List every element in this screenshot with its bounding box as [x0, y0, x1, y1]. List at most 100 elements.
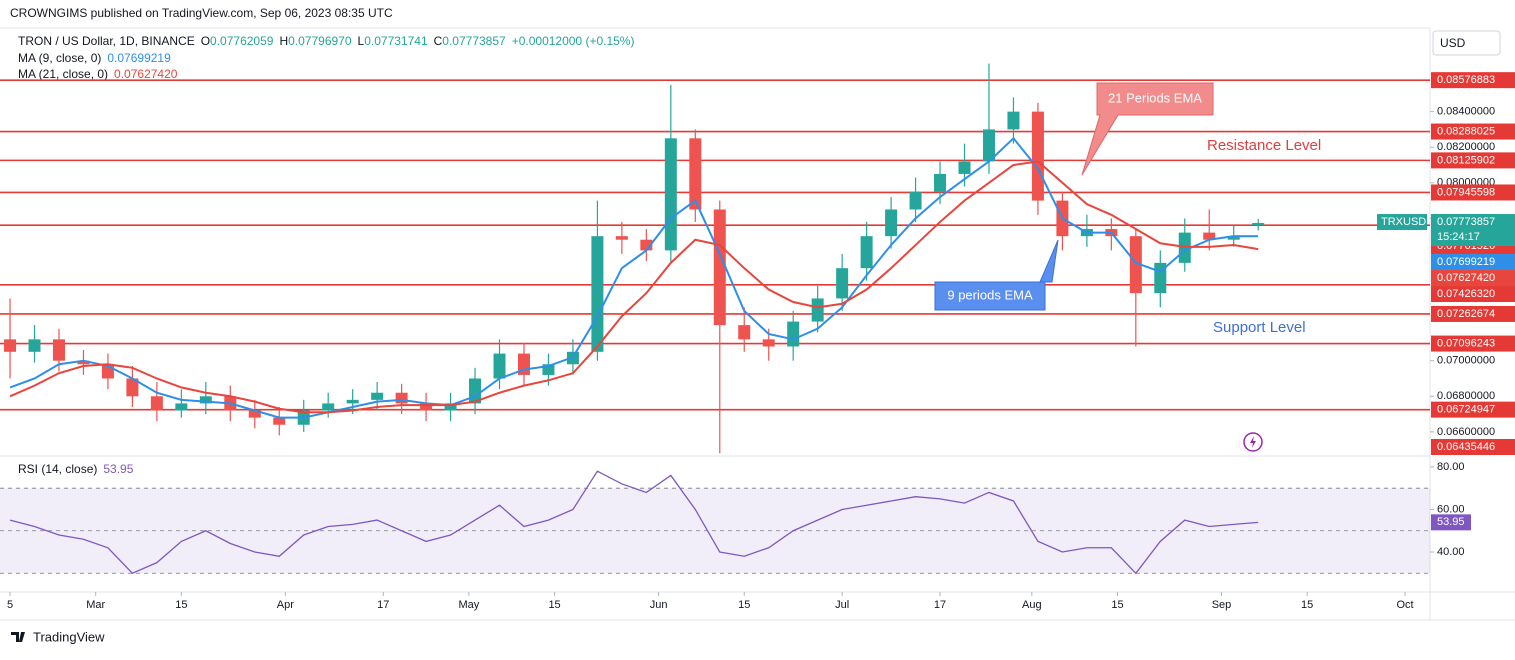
candle-body [934, 173, 947, 192]
candle-body [4, 339, 17, 352]
lightning-bolt[interactable] [1250, 436, 1256, 448]
candle-body [885, 209, 898, 237]
level-badge-box [1431, 152, 1515, 169]
ohlc-value: 0.07762059 [210, 34, 274, 48]
ohlc-value: 0.07773857 [442, 34, 506, 48]
lightning-circle[interactable] [1243, 432, 1263, 452]
ma-legend: MA (9, close, 0) 0.07699219 [18, 51, 171, 65]
level-badge: 0.07945598 [1437, 186, 1495, 198]
candle-body [542, 364, 555, 375]
rsi-legend: RSI (14, close) 53.95 [18, 462, 134, 476]
resistance-label: Resistance Level [1207, 137, 1321, 154]
candle-body [126, 378, 139, 397]
ma-badge-box [1431, 270, 1515, 287]
rsi-y-tick-label: 40.00 [1437, 546, 1465, 558]
rsi-value: 53.95 [103, 462, 133, 476]
ma-value: 0.07699219 [107, 51, 171, 65]
ohlc-key: L [358, 34, 365, 48]
support-label: Support Level [1213, 319, 1306, 336]
price-badge-value: 0.07773857 [1437, 216, 1495, 228]
level-badge-box [1431, 335, 1515, 352]
y-tick-label: 0.06600000 [1437, 426, 1495, 438]
level-badge: 0.07426320 [1437, 288, 1495, 300]
candle-body [689, 138, 702, 210]
x-tick-label: 15 [738, 599, 750, 611]
candle-body [762, 339, 775, 347]
level-badge: 0.07096243 [1437, 337, 1495, 349]
candle-body [150, 396, 163, 411]
countdown: 15:24:17 [1437, 231, 1480, 243]
ohlc-value: 0.07731741 [364, 34, 428, 48]
x-tick-label: Mar [86, 599, 105, 611]
candle-body [175, 403, 188, 411]
level-badge-box [1431, 305, 1515, 322]
candle-body [836, 268, 849, 299]
change-value: +0.00012000 (+0.15%) [512, 34, 635, 48]
level-badge-box [1431, 439, 1515, 455]
candle-body [77, 360, 90, 365]
candle-body [1031, 111, 1044, 201]
ma-value: 0.07627420 [114, 67, 178, 81]
symbol-badge: TRXUSD [1381, 216, 1426, 228]
level-badge-box [1431, 401, 1515, 418]
x-tick-label: Apr [277, 599, 294, 611]
level-badge: 0.06724947 [1437, 404, 1495, 416]
ohlc-key: H [279, 34, 288, 48]
ema21-label: 21 Periods EMA [1108, 90, 1202, 105]
y-tick-label: 0.07000000 [1437, 355, 1495, 367]
y-tick-label: 0.08400000 [1437, 106, 1495, 118]
level-badge: 0.08125902 [1437, 154, 1495, 166]
currency-label[interactable]: USD [1440, 36, 1466, 50]
symbol-title: TRON / US Dollar, 1D, BINANCE [18, 34, 195, 48]
x-tick-label: Jul [835, 599, 849, 611]
currency-button[interactable] [1432, 30, 1501, 56]
symbol-legend: TRON / US Dollar, 1D, BINANCE O0.07762059… [18, 34, 634, 48]
candle-body [860, 236, 873, 269]
x-tick-label: 17 [377, 599, 389, 611]
candle-body [444, 403, 457, 411]
candle-body [982, 129, 995, 162]
x-tick-label: 15 [1301, 599, 1313, 611]
main-pane [0, 63, 1430, 454]
ma-line [9, 160, 1259, 414]
candle-body [199, 396, 212, 404]
y-tick-label: 0.06800000 [1437, 390, 1495, 402]
candle-body [615, 236, 628, 240]
x-tick-label: Oct [1396, 599, 1413, 611]
x-tick-label: 15 [175, 599, 187, 611]
level-badge: 0.08288025 [1437, 125, 1495, 137]
publish-header: CROWNGIMS published on TradingView.com, … [10, 6, 393, 20]
y-tick-label: 0.08200000 [1437, 141, 1495, 153]
candle-body [420, 403, 433, 411]
rsi-y-tick-label: 60.00 [1437, 503, 1465, 515]
lightning-icon[interactable] [1243, 432, 1263, 452]
candle-body [713, 209, 726, 326]
candle-body [395, 392, 408, 404]
x-tick-label: Aug [1022, 599, 1042, 611]
candle-body [1203, 232, 1216, 240]
candle-body [493, 353, 506, 379]
candle-body [738, 325, 751, 340]
ohlc-value: 0.07796970 [288, 34, 352, 48]
level-badge-box [1431, 184, 1515, 201]
candle-body [1252, 223, 1265, 226]
level-badge: 0.08576883 [1437, 74, 1495, 86]
candle-body [28, 339, 41, 352]
ma-badge: 0.07699219 [1437, 256, 1495, 268]
rsi-y-tick-label: 80.00 [1437, 461, 1465, 473]
price-badge-box [1431, 214, 1515, 247]
x-tick-label: 15 [1111, 599, 1123, 611]
ma-legend: MA (21, close, 0) 0.07627420 [18, 67, 178, 81]
candle-body [248, 410, 261, 418]
level-badge-box [1431, 123, 1515, 140]
rsi-name: RSI (14, close) [18, 462, 97, 476]
candle-body [591, 236, 604, 352]
x-tick-label: Jun [650, 599, 668, 611]
ohlc-key: O [201, 34, 210, 48]
candle-body [909, 191, 922, 210]
ema9-callout [934, 239, 1059, 311]
candle-body [322, 403, 335, 411]
rsi-badge-box [1431, 514, 1471, 531]
